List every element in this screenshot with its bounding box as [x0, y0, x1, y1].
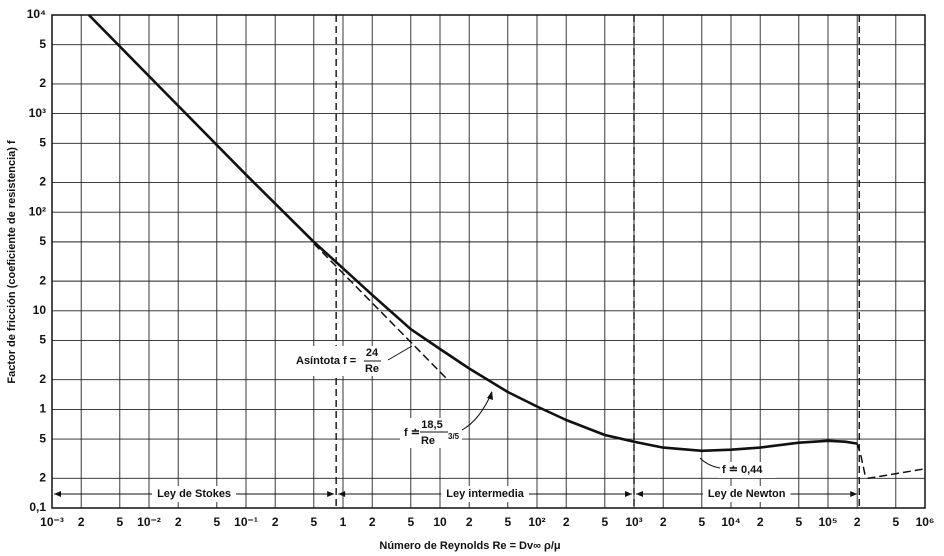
x-tick-label: 5: [116, 515, 123, 529]
y-axis-label: Factor de fricción (coeficiente de resis…: [6, 140, 18, 384]
arrow-head: [850, 491, 858, 497]
x-tick-label: 2: [757, 515, 764, 529]
label-bg: [152, 486, 237, 502]
x-tick-label: 10²: [528, 515, 545, 529]
x-tick-label: 5: [795, 515, 802, 529]
y-tick-label: 5: [39, 333, 46, 347]
annotation-text: f ≐: [404, 427, 420, 439]
annotation-text: Re: [365, 363, 379, 375]
x-tick-label: 10⁻³: [40, 515, 64, 529]
y-tick-label: 5: [39, 431, 46, 445]
y-tick-label: 2: [39, 273, 46, 287]
x-tick-label: 5: [892, 515, 899, 529]
leader: [699, 457, 721, 469]
y-tick-label: 0,1: [29, 500, 46, 514]
plot-area: 10⁻³ 2 5 10⁻² 2 5 10⁻¹ 2 5 1 2 5 10 2 5 10² 2 5 10³ 2 5 10⁴ 2 5…: [27, 7, 935, 529]
label-bg: [702, 486, 791, 502]
arrow-head: [327, 491, 335, 497]
annotation-text: Re: [421, 435, 435, 447]
y-tick-label: 10³: [29, 106, 46, 120]
x-tick-label: 2: [369, 515, 376, 529]
y-tick-label: 10⁴: [27, 7, 46, 21]
x-axis-label: Número de Reynolds Re = Dv∞ ρ/μ: [379, 540, 560, 552]
data-line: [856, 443, 926, 480]
x-tick-label: 5: [698, 515, 705, 529]
x-tick-label: 2: [175, 515, 182, 529]
annotation-text: 18,5: [421, 419, 442, 431]
y-tick-label: 5: [39, 37, 46, 51]
x-tick-label: 10⁴: [721, 515, 740, 529]
x-tick-label: 10⁵: [819, 515, 838, 529]
region-label: Ley intermedia: [446, 488, 525, 500]
x-tick-label: 10: [433, 515, 447, 529]
x-tick-label: 5: [310, 515, 317, 529]
label-bg: [718, 462, 776, 478]
x-tick-label: 5: [407, 515, 414, 529]
x-tick-label: 2: [272, 515, 279, 529]
x-tick-label: 5: [504, 515, 511, 529]
annotation-text: Asíntota f =: [296, 355, 356, 367]
arrow-head: [54, 491, 61, 497]
y-tick-label: 5: [39, 135, 46, 149]
arrow-head: [487, 391, 493, 400]
x-tick-label: 2: [854, 515, 861, 529]
annotation-asymptote: Asíntota f = 24 Re: [292, 345, 413, 376]
x-tick-label: 5: [213, 515, 220, 529]
y-tick-label: 2: [39, 470, 46, 484]
y-tick-label: 2: [39, 175, 46, 189]
data-line: [313, 243, 449, 381]
data-line: [87, 14, 858, 453]
x-tick-label: 10⁻¹: [234, 515, 258, 529]
leader: [387, 345, 413, 361]
arrow-head: [636, 491, 643, 497]
label-bg: [441, 486, 529, 502]
x-tick-label: 5: [601, 515, 608, 529]
annotation-newton: f ≐ 0,44: [699, 457, 776, 478]
x-tick-label: 1: [340, 515, 347, 529]
x-tick-label: 10³: [625, 515, 642, 529]
y-tick-label: 2: [39, 76, 46, 90]
x-tick-label: 10⁻²: [137, 515, 161, 529]
arrow-head: [625, 491, 632, 497]
region-label: Ley de Newton: [708, 488, 786, 500]
annotation-intermediate: f ≐ 18,5 Re 3/5: [400, 391, 493, 448]
plot-frame: [51, 14, 926, 509]
label-bg: [400, 418, 462, 448]
region-label: Ley de Stokes: [157, 488, 231, 500]
arrow-head: [338, 491, 346, 497]
x-tick-label: 2: [563, 515, 570, 529]
y-tick-label: 10²: [29, 204, 46, 218]
annotation-text: 24: [366, 347, 379, 359]
y-tick-label: 10: [33, 303, 47, 317]
y-tick-label: 2: [39, 372, 46, 386]
x-tick-label: 2: [466, 515, 473, 529]
annotation-text: 3/5: [448, 432, 460, 441]
x-tick-label: 10⁶: [916, 515, 935, 529]
x-tick-label: 2: [660, 515, 667, 529]
y-tick-label: 1: [39, 402, 46, 416]
x-tick-label: 2: [78, 515, 85, 529]
y-tick-label: 5: [39, 234, 46, 248]
annotation-text: f ≐ 0,44: [722, 464, 763, 476]
